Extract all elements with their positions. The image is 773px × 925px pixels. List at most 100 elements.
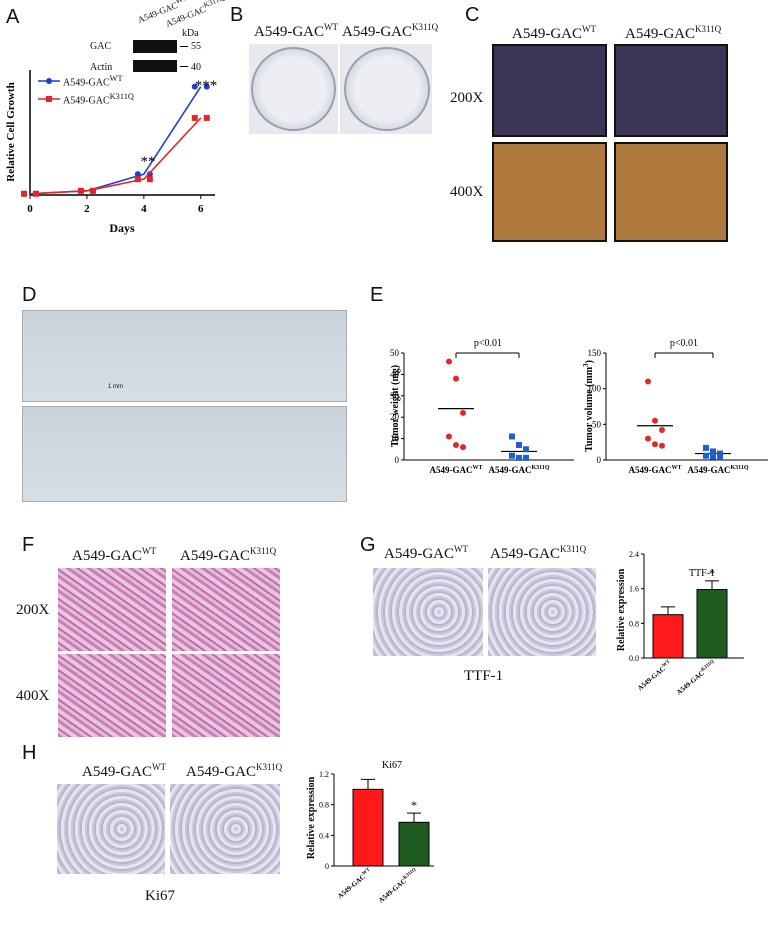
data-point bbox=[146, 171, 153, 178]
panel-label-b: B bbox=[230, 4, 244, 26]
x-tick-label: A549-GACK311Q bbox=[377, 867, 419, 904]
y-tick-label: 2.4 bbox=[629, 550, 639, 559]
data-point bbox=[203, 83, 210, 90]
colony-plate-wt bbox=[249, 44, 338, 134]
x-tick-label: A549-GACK311Q bbox=[675, 659, 717, 696]
x-axis-label: Days bbox=[109, 221, 135, 235]
x-tick-label: A549-GACWT bbox=[636, 659, 674, 692]
chart-title: Ki67 bbox=[382, 760, 402, 771]
data-point bbox=[652, 417, 658, 424]
data-point bbox=[191, 83, 198, 90]
data-point bbox=[645, 435, 651, 442]
y-tick-label: 1.6 bbox=[629, 585, 639, 594]
data-point bbox=[89, 187, 96, 194]
blot-kda: 55 bbox=[191, 41, 201, 52]
he-stain-k311q-200x bbox=[172, 568, 280, 651]
x-tick-label: 4 bbox=[141, 203, 147, 215]
he-stain-k311q-400x bbox=[172, 654, 280, 737]
tumor-weight-chart: Tumor weight (mg) p<0.01 A549-GACWT A549… bbox=[390, 338, 574, 475]
y-tick-label: 0.8 bbox=[629, 619, 639, 628]
blot-band-gac bbox=[133, 40, 177, 53]
data-point bbox=[146, 176, 153, 183]
blot-marker-line bbox=[180, 66, 188, 67]
data-point bbox=[446, 433, 452, 440]
blot-kda: 40 bbox=[191, 62, 201, 73]
column-header-k311q: A549-GACK311Q bbox=[186, 762, 283, 780]
data-point bbox=[703, 444, 709, 451]
column-header-k311q: A549-GACK311Q bbox=[342, 22, 439, 40]
data-point bbox=[523, 446, 529, 453]
data-point bbox=[446, 358, 452, 365]
panel-label-c: C bbox=[465, 4, 480, 26]
panel-label-h: H bbox=[22, 742, 37, 764]
ki67-stain-wt bbox=[57, 784, 165, 874]
y-axis-label: Relative Cell Growth bbox=[5, 82, 17, 181]
blot-row-label: Actin bbox=[90, 62, 113, 73]
soft-agar-wt-200x bbox=[492, 44, 607, 137]
significance-day4: ** bbox=[141, 154, 156, 170]
panel-label-g: G bbox=[360, 534, 376, 556]
ttf1-bar-chart: Relative expression TTF-1 0.0 0.8 1.6 2.4 A5… bbox=[616, 550, 744, 697]
panel-label-e: E bbox=[370, 284, 384, 306]
x-label-wt: A549-GACWT bbox=[429, 465, 482, 475]
bar bbox=[352, 788, 384, 867]
y-tick-label: 10 bbox=[390, 434, 400, 444]
data-point bbox=[460, 444, 466, 451]
y-axis-label: Tumor volume (mm3) bbox=[582, 360, 595, 452]
legend-item-wt: A549-GACWT bbox=[38, 74, 134, 88]
x-label-k311q: A549-GACK311Q bbox=[488, 465, 549, 475]
chart-title: TTF-1 bbox=[689, 568, 715, 579]
scale-bar-label: 1 mm bbox=[108, 384, 123, 390]
ki67-stain-k311q bbox=[170, 784, 280, 874]
panel-label-a: A bbox=[6, 6, 20, 28]
data-point bbox=[703, 452, 709, 459]
y-tick-label: 0 bbox=[597, 455, 602, 465]
p-value: p<0.01 bbox=[670, 338, 698, 349]
data-point bbox=[710, 448, 716, 455]
bar bbox=[398, 821, 430, 867]
y-tick-label: 30 bbox=[390, 391, 400, 401]
bar bbox=[696, 589, 728, 659]
data-point bbox=[509, 433, 515, 440]
data-point bbox=[659, 442, 665, 449]
data-point bbox=[523, 454, 529, 461]
column-header-k311q: A549-GACK311Q bbox=[490, 544, 587, 562]
y-tick-label: 50 bbox=[592, 419, 602, 429]
ki67-caption: Ki67 bbox=[145, 888, 175, 904]
data-point bbox=[460, 409, 466, 416]
significance-star: * bbox=[411, 798, 417, 812]
ttf1-stain-k311q bbox=[488, 568, 596, 656]
column-header-wt: A549-GACWT bbox=[82, 762, 166, 780]
he-stain-wt-400x bbox=[58, 654, 166, 737]
series-line bbox=[29, 117, 202, 195]
data-point bbox=[77, 187, 84, 194]
data-point bbox=[21, 190, 27, 197]
column-header-wt: A549-GACWT bbox=[72, 546, 156, 564]
he-stain-wt-200x bbox=[58, 568, 166, 651]
significance-day6: *** bbox=[195, 78, 218, 94]
y-axis-label: Tumor weight (mg) bbox=[390, 365, 401, 447]
blot-row-label: GAC bbox=[90, 41, 112, 52]
y-tick-label: 50 bbox=[390, 348, 400, 358]
data-point bbox=[717, 454, 723, 461]
chart-legend: A549-GACWT A549-GACK311Q bbox=[38, 74, 134, 107]
data-point bbox=[134, 176, 141, 183]
p-value: p<0.01 bbox=[474, 338, 502, 349]
x-tick-label: A549-GACWT bbox=[336, 867, 374, 900]
column-header-k311q: A549-GACK311Q bbox=[180, 546, 277, 564]
y-tick-label: 0.0 bbox=[629, 654, 639, 663]
y-tick-label: 150 bbox=[588, 348, 602, 358]
column-header-wt: A549-GACWT bbox=[512, 24, 596, 42]
magnification-200x: 200X bbox=[16, 602, 50, 618]
y-axis-label: Relative expression bbox=[616, 568, 627, 651]
y-tick-label: 1.2 bbox=[319, 770, 329, 779]
x-tick-label: 2 bbox=[84, 203, 90, 215]
tumor-volume-chart: Tumor volume (mm3) p<0.01 A549-GACWT A54… bbox=[582, 338, 768, 475]
column-header-k311q: A549-GACK311Q bbox=[625, 24, 722, 42]
x-tick-label: 0 bbox=[27, 203, 33, 215]
blot-unit: kDa bbox=[182, 28, 199, 39]
data-point bbox=[710, 453, 716, 460]
x-label-wt: A549-GACWT bbox=[628, 465, 681, 475]
data-point bbox=[645, 378, 651, 385]
soft-agar-k311q-200x bbox=[614, 44, 728, 137]
